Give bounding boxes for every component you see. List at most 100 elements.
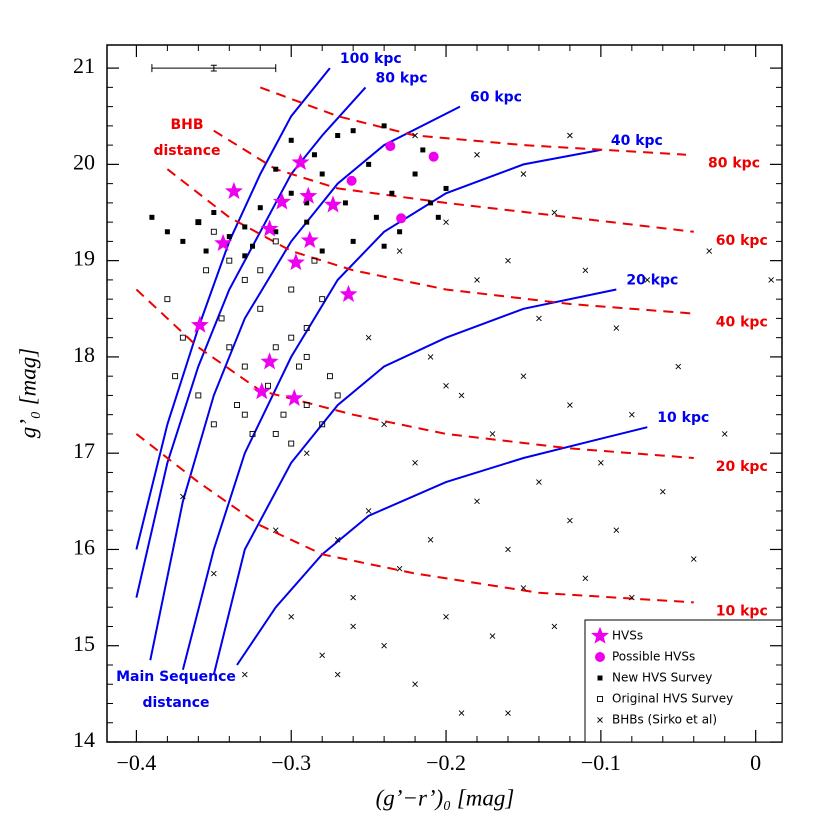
open-square-marker xyxy=(203,267,210,274)
legend-swatch xyxy=(595,652,605,662)
open-square-marker xyxy=(172,373,179,380)
y-tick-label: 17 xyxy=(73,438,95,463)
open-square-marker xyxy=(288,286,295,293)
open-square-marker xyxy=(319,421,326,428)
square-marker xyxy=(420,147,426,153)
y-tick-label: 18 xyxy=(73,342,95,367)
cross-marker xyxy=(536,479,542,485)
cross-marker xyxy=(412,681,418,688)
open-square-marker xyxy=(288,334,295,341)
square-marker xyxy=(311,152,317,158)
square-marker xyxy=(335,132,341,138)
bhb-distance-curve xyxy=(166,168,694,315)
square-marker xyxy=(273,229,279,235)
cross-marker xyxy=(567,517,573,524)
legend-swatch xyxy=(597,717,603,723)
square-marker xyxy=(288,190,294,196)
cross-marker xyxy=(427,537,434,543)
curve-label: 40 kpc xyxy=(611,133,663,149)
ms-distance-curve xyxy=(149,105,461,661)
open-square-marker xyxy=(226,257,233,264)
cross-marker xyxy=(721,431,728,437)
open-square-marker xyxy=(210,228,217,235)
cross-marker xyxy=(319,652,326,659)
square-marker xyxy=(304,219,310,225)
square-marker xyxy=(319,171,325,177)
square-marker xyxy=(443,185,449,191)
square-marker xyxy=(397,229,403,235)
y-tick-label: 16 xyxy=(73,535,95,560)
star-marker xyxy=(286,253,305,271)
cross-marker xyxy=(458,392,465,399)
cross-marker xyxy=(551,623,558,630)
plot-frame xyxy=(106,44,783,743)
star-marker xyxy=(285,388,304,406)
cross-marker xyxy=(427,354,434,360)
cross-marker xyxy=(288,614,295,620)
square-marker xyxy=(435,214,441,220)
curve-label: 10 kpc xyxy=(716,603,768,619)
cross-marker xyxy=(474,151,480,158)
square-marker xyxy=(412,171,418,177)
open-square-marker xyxy=(241,276,248,283)
x-tick-label: −0.3 xyxy=(271,750,311,775)
open-square-marker xyxy=(179,334,186,341)
cross-marker xyxy=(443,219,449,225)
legend-label: New HVS Survey xyxy=(612,671,712,685)
x-tick-label: −0.4 xyxy=(116,750,156,775)
star-marker xyxy=(324,195,342,213)
cross-marker xyxy=(334,537,341,543)
star-marker xyxy=(224,181,243,199)
cross-marker xyxy=(303,450,310,457)
square-marker xyxy=(389,190,395,196)
cross-marker xyxy=(180,493,186,500)
y-axis-label: g’₀ [mag] xyxy=(15,348,40,438)
cross-marker xyxy=(412,132,418,139)
y-tick-label: 15 xyxy=(73,631,95,656)
open-square-marker xyxy=(195,392,202,399)
square-marker xyxy=(242,224,248,230)
circle-marker xyxy=(346,175,357,186)
cross-marker xyxy=(381,642,387,649)
square-marker xyxy=(226,234,232,240)
x-tick-label: 0 xyxy=(750,750,761,775)
cross-marker xyxy=(520,171,527,177)
cross-marker xyxy=(613,325,620,331)
cross-marker xyxy=(396,565,403,572)
cross-marker xyxy=(505,546,511,553)
legend-label: BHBs (Sirko et al) xyxy=(612,713,717,727)
legend-swatch xyxy=(597,675,603,681)
open-square-marker xyxy=(303,402,310,409)
square-marker xyxy=(350,238,356,244)
cross-marker xyxy=(768,277,774,283)
annotation: distance xyxy=(142,695,209,711)
open-square-marker xyxy=(226,344,233,351)
cross-marker xyxy=(474,498,480,505)
square-marker xyxy=(211,210,217,216)
cross-marker xyxy=(443,614,449,620)
square-marker xyxy=(381,243,387,249)
bhb-distance-curve xyxy=(135,433,694,604)
cross-marker xyxy=(489,431,496,437)
cross-marker xyxy=(536,315,542,322)
cross-marker xyxy=(474,277,480,283)
curve-label: 80 kpc xyxy=(708,156,760,172)
cross-marker xyxy=(505,257,511,264)
open-square-marker xyxy=(257,305,264,312)
square-marker xyxy=(319,248,325,254)
cross-marker xyxy=(551,209,558,216)
open-square-marker xyxy=(241,411,248,418)
square-marker xyxy=(180,238,186,244)
star-marker xyxy=(272,192,291,210)
square-marker xyxy=(203,248,209,254)
star-marker xyxy=(190,315,209,333)
square-marker xyxy=(350,128,356,134)
annotation: distance xyxy=(153,143,220,159)
annotation: BHB xyxy=(170,117,203,133)
open-square-marker xyxy=(334,392,341,399)
circle-marker xyxy=(396,213,407,224)
open-square-marker xyxy=(288,440,295,447)
x-tick-label: −0.2 xyxy=(426,750,466,775)
square-marker xyxy=(273,166,279,172)
